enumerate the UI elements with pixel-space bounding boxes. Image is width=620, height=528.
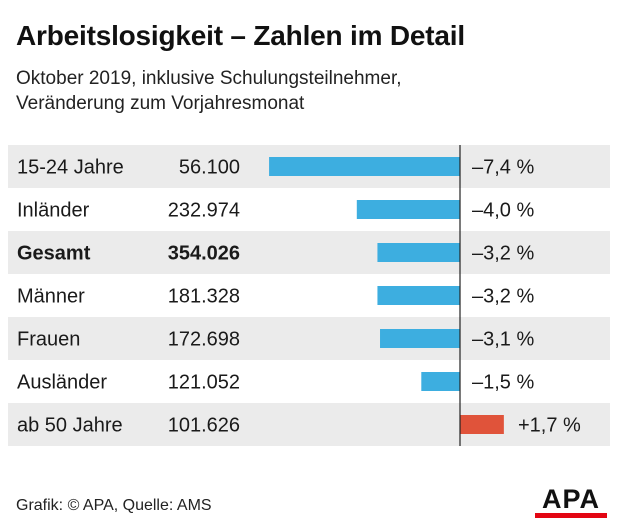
row-stripe — [8, 231, 610, 274]
category-label: Frauen — [17, 329, 80, 351]
chart-subtitle: Oktober 2019, inklusive Schulungsteilneh… — [16, 66, 402, 116]
count-value: 172.698 — [168, 329, 240, 351]
category-label: Männer — [17, 286, 85, 308]
change-label: –7,4 % — [472, 157, 534, 179]
count-value: 121.052 — [168, 372, 240, 394]
category-label: Ausländer — [17, 372, 107, 394]
change-label: –1,5 % — [472, 372, 534, 394]
row-stripe — [8, 317, 610, 360]
change-label: –3,2 % — [472, 243, 534, 265]
category-label: Inländer — [17, 200, 90, 222]
category-label: Gesamt — [17, 243, 91, 265]
change-label: –3,2 % — [472, 286, 534, 308]
count-value: 101.626 — [168, 415, 240, 437]
change-label: +1,7 % — [518, 415, 581, 437]
category-label: 15-24 Jahre — [17, 157, 124, 179]
source-footer: Grafik: © APA, Quelle: AMS — [16, 497, 212, 514]
bar — [460, 415, 504, 434]
logo-red-bar — [535, 513, 607, 518]
bar — [421, 372, 460, 391]
count-value: 354.026 — [168, 243, 240, 265]
bar — [356, 200, 460, 219]
chart-title: Arbeitslosigkeit – Zahlen im Detail — [16, 20, 465, 51]
change-label: –4,0 % — [472, 200, 534, 222]
bar — [377, 243, 460, 262]
apa-logo: APA — [535, 484, 607, 518]
subtitle-line-1: Oktober 2019, inklusive Schulungsteilneh… — [16, 68, 402, 89]
category-label: ab 50 Jahre — [17, 415, 123, 437]
bar — [377, 286, 460, 305]
row-stripe — [8, 403, 610, 446]
svg-text:APA: APA — [542, 484, 600, 514]
subtitle-line-2: Veränderung zum Vorjahresmonat — [16, 93, 305, 114]
bar — [269, 157, 460, 176]
count-value: 181.328 — [168, 286, 240, 308]
count-value: 232.974 — [168, 200, 240, 222]
count-value: 56.100 — [179, 157, 240, 179]
bar — [380, 329, 460, 348]
change-label: –3,1 % — [472, 329, 534, 351]
